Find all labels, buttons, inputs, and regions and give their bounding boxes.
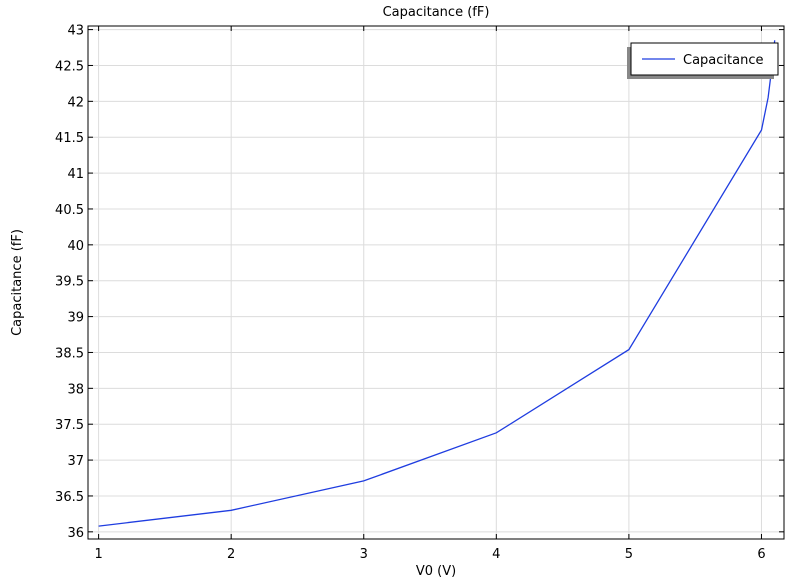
legend: Capacitance — [627, 42, 779, 79]
x-tick-label: 5 — [625, 547, 633, 562]
x-tick-label: 2 — [227, 547, 235, 562]
plot-area-frame — [87, 25, 785, 540]
x-axis-label: V0 (V) — [416, 564, 456, 579]
x-tick-label: 4 — [492, 547, 500, 562]
y-tick-label: 37.5 — [55, 418, 84, 433]
y-tick-label: 39 — [67, 311, 84, 326]
y-tick-label: 40 — [67, 239, 84, 254]
y-tick-label: 36 — [67, 526, 84, 541]
y-tick-label: 36.5 — [55, 490, 84, 505]
y-tick-label: 37 — [67, 454, 84, 469]
y-tick-label: 42 — [67, 95, 84, 110]
y-tick-label: 43 — [67, 24, 84, 39]
x-tick-label: 6 — [757, 547, 765, 562]
y-axis-label: Capacitance (fF) — [10, 229, 25, 336]
y-tick-label: 41 — [67, 167, 84, 182]
series-line-capacitance — [98, 40, 776, 527]
y-tick-label: 42.5 — [55, 59, 84, 74]
chart-title: Capacitance (fF) — [383, 5, 490, 20]
y-tick-label: 39.5 — [55, 275, 84, 290]
grid — [88, 26, 784, 539]
y-tick-label: 40.5 — [55, 203, 84, 218]
series-layer — [98, 40, 776, 527]
axis-ticks: 1 2 3 4 5 6 36 36.5 37 37.5 38 38.5 39 39.5 40 40.5 41 41… — [55, 24, 784, 562]
y-tick-label: 41.5 — [55, 131, 84, 146]
y-tick-label: 38.5 — [55, 346, 84, 361]
legend-label-capacitance: Capacitance — [683, 53, 763, 68]
y-tick-label: 38 — [67, 382, 84, 397]
x-tick-label: 3 — [360, 547, 368, 562]
x-tick-label: 1 — [94, 547, 102, 562]
